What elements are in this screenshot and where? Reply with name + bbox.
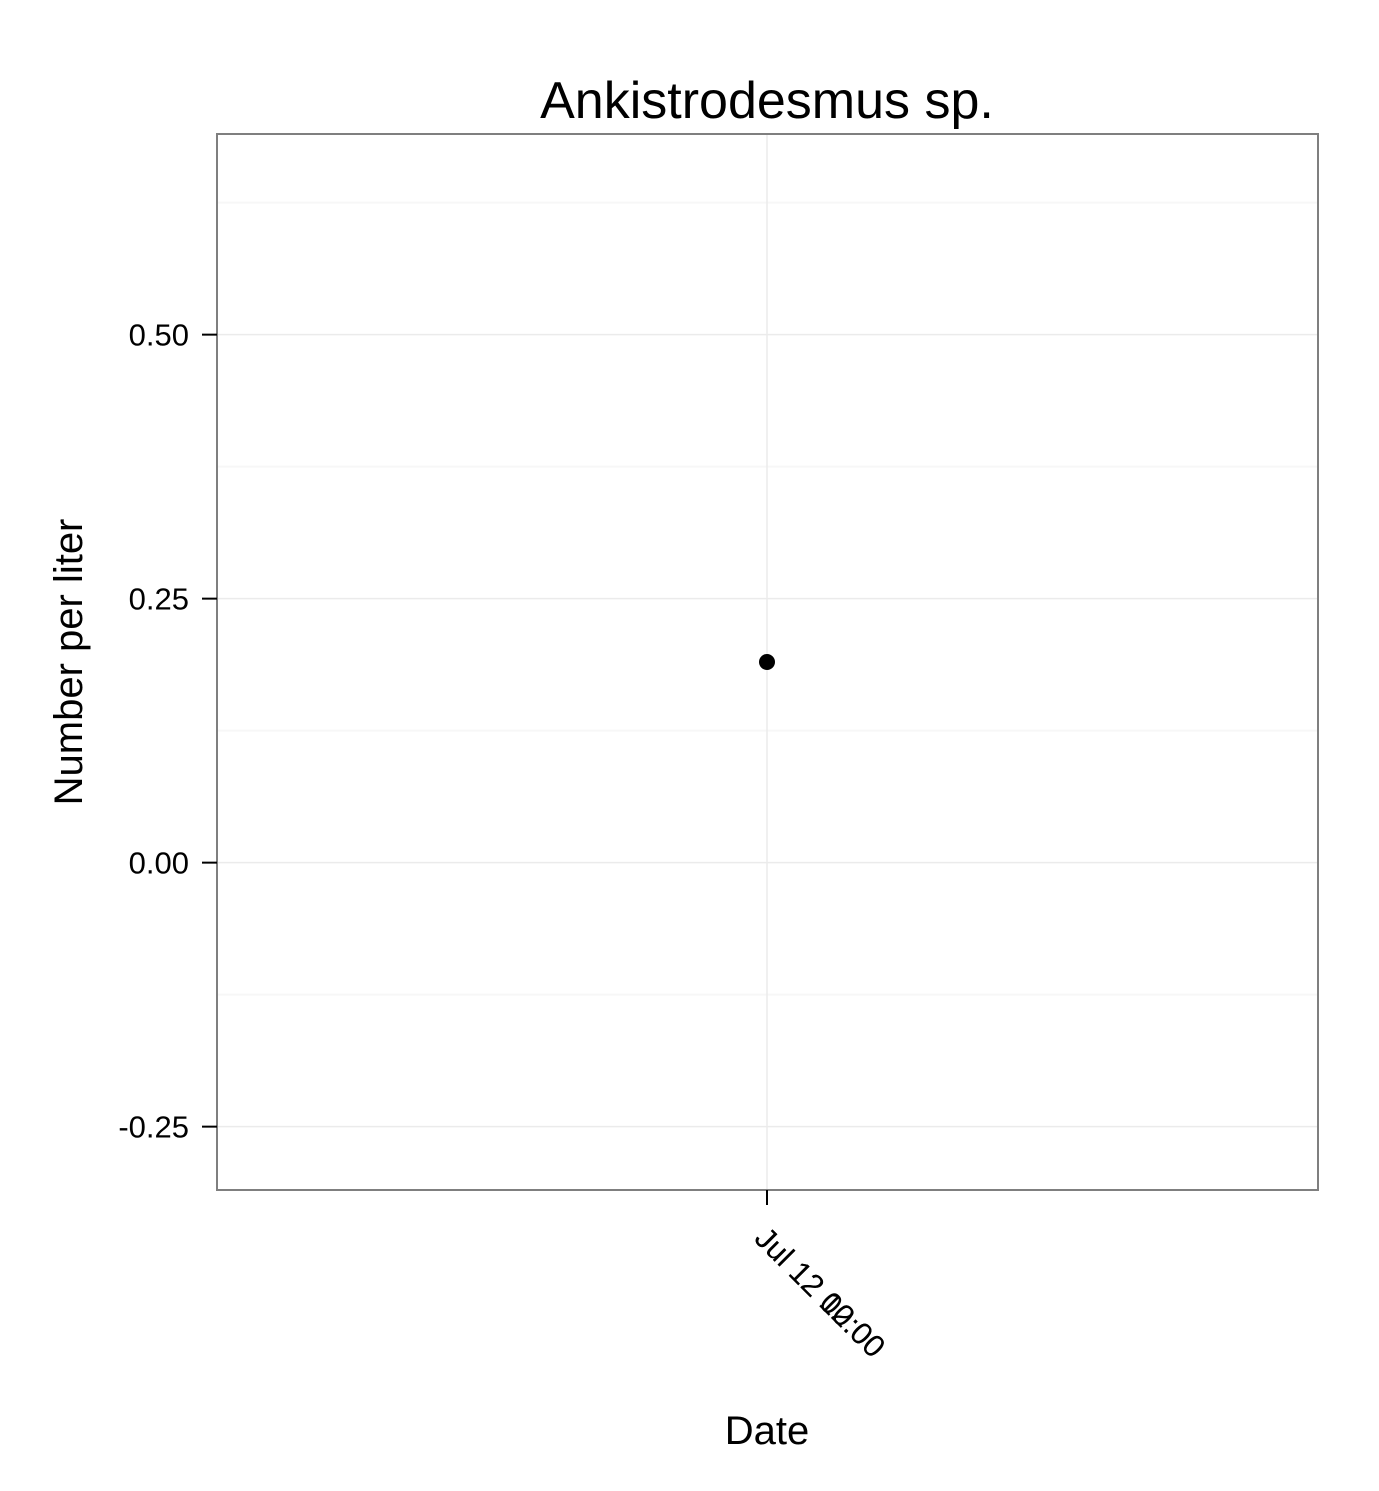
y-tick-label: 0.00 (129, 846, 189, 881)
y-axis: -0.25 0.00 0.25 0.50 (118, 318, 217, 1145)
y-axis-title: Number per liter (47, 519, 91, 806)
chart-title: Ankistrodesmus sp. (540, 72, 994, 130)
y-tick-label: -0.25 (118, 1110, 189, 1145)
data-points (759, 654, 775, 670)
y-tick-label: 0.50 (129, 318, 189, 353)
x-axis-title: Date (725, 1409, 810, 1453)
y-tick-label: 0.25 (129, 582, 189, 617)
data-point (759, 654, 775, 670)
x-tick-label: Jul 12 12:00 (748, 1220, 892, 1364)
plot-panel (216, 133, 1319, 1191)
